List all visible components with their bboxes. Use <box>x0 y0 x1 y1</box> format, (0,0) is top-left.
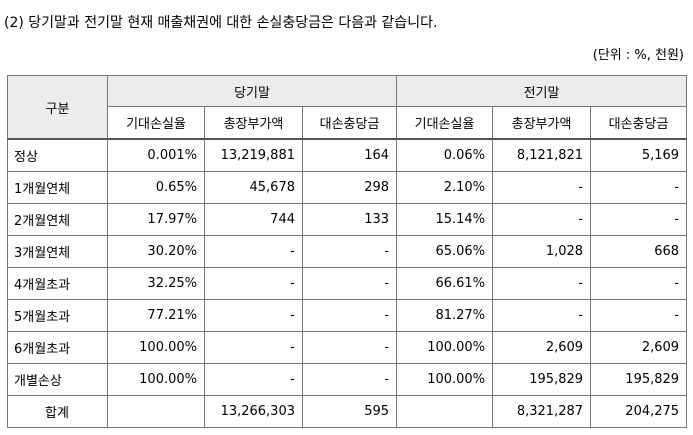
current-gross-amount: 13,266,303 <box>204 395 303 428</box>
current-expected-loss-rate: 17.97% <box>107 203 205 236</box>
prior-gross-amount: 8,121,821 <box>492 138 592 172</box>
current-expected-loss-rate: 100.00% <box>107 331 205 364</box>
prior-gross-amount: - <box>492 267 592 300</box>
prior-gross-amount: 1,028 <box>492 235 592 268</box>
prior-loss-allowance: - <box>590 299 688 332</box>
current-gross-amount: - <box>204 267 303 300</box>
current-loss-allowance: - <box>301 331 398 364</box>
current-loss-allowance: - <box>301 363 398 396</box>
row-label: 정상 <box>7 138 108 172</box>
prior-expected-loss-rate: 100.00% <box>396 331 494 364</box>
current-gross-amount: - <box>204 235 303 268</box>
header-expected-loss-rate: 기대손실율 <box>107 106 205 140</box>
current-loss-allowance: 298 <box>301 171 398 204</box>
prior-expected-loss-rate: 2.10% <box>396 171 494 204</box>
header-category: 구분 <box>7 75 108 140</box>
current-expected-loss-rate: 77.21% <box>107 299 205 332</box>
current-loss-allowance: 164 <box>301 138 398 172</box>
prior-loss-allowance: - <box>590 171 688 204</box>
current-loss-allowance: 595 <box>301 395 398 428</box>
row-label: 2개월연체 <box>7 203 108 236</box>
row-label: 개별손상 <box>7 363 108 396</box>
current-loss-allowance: - <box>301 235 398 268</box>
table-row: 정상 0.001% 13,219,881 164 0.06% 8,121,821 5,169 <box>7 138 688 172</box>
prior-loss-allowance: 204,275 <box>590 395 688 428</box>
row-label: 6개월초과 <box>7 331 108 364</box>
prior-expected-loss-rate: 0.06% <box>396 138 494 172</box>
header-prior-period: 전기말 <box>396 75 688 107</box>
prior-loss-allowance: - <box>590 267 688 300</box>
current-expected-loss-rate: 30.20% <box>107 235 205 268</box>
current-expected-loss-rate: 32.25% <box>107 267 205 300</box>
current-loss-allowance: 133 <box>301 203 398 236</box>
header-current-period: 당기말 <box>106 75 398 107</box>
row-label: 1개월연체 <box>7 171 108 204</box>
table-row: 2개월연체 17.97% 744 133 15.14% - - <box>7 203 688 236</box>
current-gross-amount: - <box>204 363 303 396</box>
current-gross-amount: 744 <box>204 203 303 236</box>
table-row: 1개월연체 0.65% 45,678 298 2.10% - - <box>7 171 688 204</box>
prior-gross-amount: 8,321,287 <box>492 395 592 428</box>
prior-gross-amount: - <box>492 299 592 332</box>
prior-expected-loss-rate: 81.27% <box>396 299 494 332</box>
current-gross-amount: 45,678 <box>204 171 303 204</box>
prior-expected-loss-rate <box>396 395 494 428</box>
table-row: 4개월초과 32.25% - -66.61% - - <box>7 267 688 300</box>
current-loss-allowance: - <box>301 299 398 332</box>
current-expected-loss-rate: 0.001% <box>107 138 205 172</box>
loss-allowance-table: 구분 당기말 전기말 기대손실율 총장부가액 대손충당금 기대손실율 총장부가액… <box>7 75 688 428</box>
current-loss-allowance: - <box>301 267 398 300</box>
prior-gross-amount: - <box>492 171 592 204</box>
prior-loss-allowance: 668 <box>590 235 688 268</box>
current-gross-amount: - <box>204 299 303 332</box>
current-expected-loss-rate: 0.65% <box>107 171 205 204</box>
prior-gross-amount: 2,609 <box>492 331 592 364</box>
prior-loss-allowance: 5,169 <box>590 138 688 172</box>
header-gross-carrying-amount: 총장부가액 <box>204 106 303 140</box>
header-gross-carrying-amount: 총장부가액 <box>492 106 592 140</box>
table-row: 개별손상 100.00% - -100.00% 195,829 195,829 <box>7 363 688 396</box>
header-loss-allowance: 대손충당금 <box>301 106 398 140</box>
prior-expected-loss-rate: 15.14% <box>396 203 494 236</box>
prior-gross-amount: - <box>492 203 592 236</box>
header-loss-allowance: 대손충당금 <box>590 106 688 140</box>
prior-expected-loss-rate: 100.00% <box>396 363 494 396</box>
prior-expected-loss-rate: 65.06% <box>396 235 494 268</box>
prior-loss-allowance: 195,829 <box>590 363 688 396</box>
header-expected-loss-rate: 기대손실율 <box>396 106 494 140</box>
prior-expected-loss-rate: 66.61% <box>396 267 494 300</box>
table-row: 3개월연체 30.20% - -65.06% 1,028 668 <box>7 235 688 268</box>
current-gross-amount: 13,219,881 <box>204 138 303 172</box>
total-row: 합계 13,266,303 595 8,321,287 204,275 <box>7 395 688 428</box>
unit-note: (단위 : %, 천원) <box>592 48 684 63</box>
section-heading: (2) 당기말과 전기말 현재 매출채권에 대한 손실충당금은 다음과 같습니다… <box>4 15 438 31</box>
current-gross-amount: - <box>204 331 303 364</box>
prior-loss-allowance: - <box>590 203 688 236</box>
row-label: 3개월연체 <box>7 235 108 268</box>
current-expected-loss-rate: 100.00% <box>107 363 205 396</box>
table-row: 5개월초과 77.21% - -81.27% - - <box>7 299 688 332</box>
row-label: 5개월초과 <box>7 299 108 332</box>
current-expected-loss-rate <box>107 395 205 428</box>
row-label: 합계 <box>7 395 108 428</box>
prior-gross-amount: 195,829 <box>492 363 592 396</box>
row-label: 4개월초과 <box>7 267 108 300</box>
prior-loss-allowance: 2,609 <box>590 331 688 364</box>
table-row: 6개월초과 100.00% - -100.00% 2,609 2,609 <box>7 331 688 364</box>
